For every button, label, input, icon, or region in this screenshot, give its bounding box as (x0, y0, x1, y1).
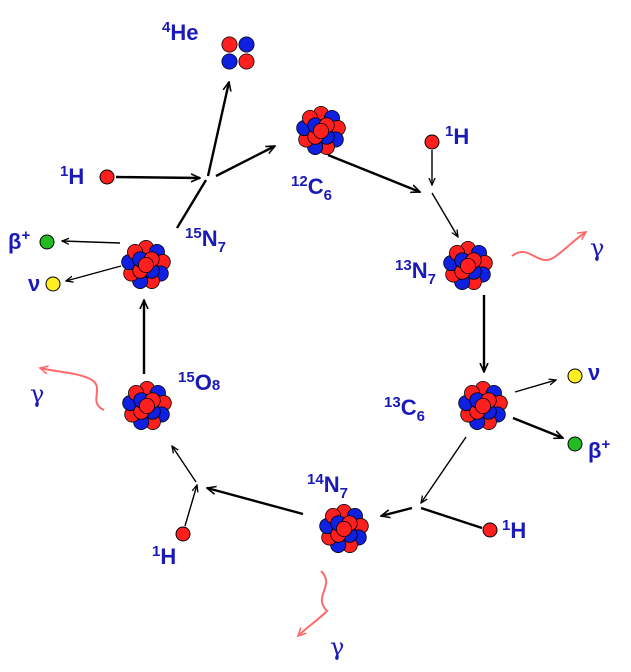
positron-left (39, 234, 55, 250)
label-positron-right: β+ (588, 436, 610, 463)
arrow-c13-positron (512, 416, 563, 438)
nucleus-c12 (296, 106, 346, 155)
label-h-bottom-right: 1H (502, 517, 526, 543)
nucleus-n14 (319, 503, 369, 553)
arrow-into-o15 (172, 446, 197, 483)
label-n15: 15N7 (185, 225, 226, 256)
label-he4: 4He (162, 19, 198, 45)
proton (312, 123, 329, 140)
label-h-bottom-left: 1H (152, 543, 176, 569)
proton (459, 257, 476, 274)
gamma-wave-n14 (298, 570, 329, 636)
arrow-h-into-n15 (115, 177, 200, 178)
nucleus-n13 (443, 240, 493, 290)
nucleus-o15 (122, 380, 172, 430)
nuclei (121, 36, 508, 553)
label-n14: 14N7 (307, 471, 348, 502)
arrow-n14-to-o15 (207, 488, 304, 516)
gamma-wave-n13 (511, 232, 586, 262)
label-gamma-n14: γ (330, 633, 344, 661)
label-positron-left: β+ (8, 227, 30, 254)
proton (474, 397, 491, 414)
arrow-c13-neutrino (514, 380, 556, 393)
proton (221, 36, 238, 53)
label-neutrino-left: ν (28, 271, 40, 296)
label-gamma-n13: γ (590, 234, 604, 262)
proton (138, 397, 155, 414)
label-c12: 12C6 (291, 173, 332, 204)
arrow-h-into-c13 (420, 506, 483, 530)
label-h-top-right: 1H (445, 123, 469, 149)
neutron (221, 53, 238, 70)
arrow-into-n13 (431, 192, 458, 237)
proton (238, 53, 255, 70)
arrow-n15-positron (62, 241, 121, 243)
hydrogen-1-bottom-right (482, 522, 498, 538)
particles (39, 134, 583, 542)
arrow-n15-neutrino (66, 265, 122, 281)
hydrogen-1-top-left (99, 169, 115, 185)
proton (335, 521, 352, 538)
proton (137, 256, 154, 273)
neutron (238, 36, 255, 53)
gamma-rays (40, 232, 586, 636)
arrow-into-n14 (381, 506, 413, 516)
label-gamma-o15: γ (30, 380, 44, 408)
arrow-c13-to-n14-path (421, 436, 467, 503)
arrow-c12-to-n13 (327, 153, 420, 192)
nucleus-n15 (121, 239, 171, 289)
reaction-arrows (62, 82, 563, 530)
positron-right (567, 436, 583, 452)
hydrogen-1-bottom-left (175, 526, 191, 542)
arrow-to-c12 (215, 144, 275, 178)
label-c13: 13C6 (384, 394, 425, 425)
hydrogen-1-top-right (424, 134, 440, 150)
nucleus-he4 (221, 36, 255, 70)
arrow-h-into-n14 (184, 485, 197, 527)
gamma-wave-o15 (40, 368, 105, 411)
label-h-top-left: 1H (60, 163, 84, 189)
neutrino-right (567, 368, 583, 384)
neutrino-left (45, 276, 61, 292)
arrow-to-he4 (206, 82, 229, 177)
label-n13: 13N7 (395, 257, 436, 288)
arrow-n15-up (175, 179, 208, 229)
label-neutrino-right: ν (588, 360, 600, 385)
label-o15: 15O8 (178, 369, 220, 395)
nucleus-c13 (458, 380, 508, 430)
